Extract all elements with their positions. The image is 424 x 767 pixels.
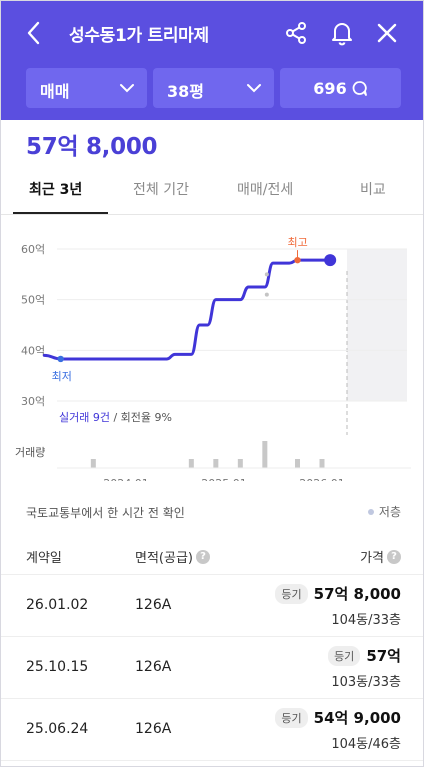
bell-icon[interactable] — [327, 18, 357, 48]
volume-bar — [188, 459, 194, 468]
volume-bar — [262, 441, 268, 468]
page-title: 성수동1가 트리마제 — [69, 26, 209, 46]
area-select[interactable]: 38평 — [153, 68, 274, 108]
period-tabs: 최근 3년 전체 기간 매매/전세 비교 — [1, 161, 423, 215]
row-price: 등기 57억 — [328, 645, 401, 666]
registry-point — [264, 272, 269, 277]
table-row[interactable]: 25.06.24 126A 등기 54억 9,000 104동/46층 — [1, 699, 423, 761]
close-icon[interactable] — [372, 18, 402, 48]
back-icon[interactable] — [19, 18, 49, 48]
col-area-label: 면적(공급) — [135, 551, 193, 566]
tab-compare[interactable]: 비교 — [360, 182, 386, 198]
help-icon[interactable]: ? — [195, 549, 210, 564]
row-price: 등기 57억 8,000 — [275, 583, 401, 604]
x-tick-label: 2025.01 — [201, 477, 247, 481]
y-tick-label: 60억 — [21, 243, 45, 256]
tab-recent-3y[interactable]: 최근 3년 — [29, 182, 83, 198]
floor-legend: 저층 — [367, 503, 401, 520]
current-price: 57억 8,000 — [26, 134, 158, 160]
help-icon[interactable]: ? — [387, 549, 401, 564]
y-tick-label: 40억 — [21, 344, 45, 357]
share-icon[interactable] — [281, 18, 311, 48]
price-chart[interactable]: 60억 50억 40억 30억 2024.01 2025.01 2026.01 최저 최고… — [1, 231, 423, 481]
row-unit-floor: 103동/33층 — [331, 675, 401, 690]
trade-count: 실거래 9건 — [59, 411, 110, 424]
latest-point — [324, 254, 337, 267]
col-date-label: 계약일 — [26, 551, 62, 566]
trade-type-label: 매매 — [40, 82, 70, 101]
registry-badge: 등기 — [328, 645, 361, 666]
x-tick-label: 2024.01 — [103, 477, 149, 481]
y-tick-label: 30억 — [21, 395, 45, 408]
row-date: 25.10.15 — [26, 659, 89, 675]
registry-badge: 등기 — [275, 583, 308, 604]
volume-bar — [213, 459, 219, 468]
area-label: 38평 — [167, 82, 204, 101]
high-label: 최고 — [288, 236, 308, 249]
table-row[interactable]: 26.01.02 126A 등기 57억 8,000 104동/33층 — [1, 575, 423, 637]
volume-label: 거래량 — [15, 446, 45, 459]
y-tick-label: 50억 — [21, 294, 45, 307]
trade-type-select[interactable]: 매매 — [26, 68, 147, 108]
volume-bar — [295, 459, 300, 468]
forecast-area — [347, 249, 407, 401]
row-date: 26.01.02 — [26, 597, 89, 613]
comment-count: 696 — [313, 78, 347, 98]
col-price-label: 가격 — [360, 551, 384, 566]
row-date: 25.06.24 — [26, 721, 89, 737]
volume-bar — [237, 459, 243, 468]
registry-point — [264, 292, 269, 297]
data-source-note: 국토교통부에서 한 시간 전 확인 — [26, 506, 185, 520]
comments-button[interactable]: 696 — [280, 68, 401, 108]
volume-bar — [319, 459, 325, 468]
chevron-down-icon — [247, 84, 261, 93]
low-label: 최저 — [52, 370, 72, 383]
row-unit-floor: 104동/46층 — [331, 737, 401, 752]
x-tick-label: 2026.01 — [299, 477, 345, 481]
row-price-value: 57억 — [366, 647, 401, 665]
row-price: 등기 54억 9,000 — [275, 707, 401, 728]
col-area: 면적(공급) ? — [135, 547, 210, 566]
turnover-rate: / 회전율 9% — [110, 411, 172, 424]
row-area: 126A — [135, 597, 172, 613]
low-point — [57, 355, 64, 363]
row-price-value: 57억 8,000 — [313, 585, 401, 603]
table-row[interactable]: 25.10.15 126A 등기 57억 103동/33층 — [1, 637, 423, 699]
row-area: 126A — [135, 721, 172, 737]
row-price-value: 54억 9,000 — [313, 709, 401, 727]
high-point — [294, 256, 301, 264]
volume-bar — [90, 459, 96, 468]
row-unit-floor: 104동/33층 — [331, 613, 401, 628]
price-line — [42, 258, 332, 361]
trade-stats: 실거래 9건 / 회전율 9% — [59, 411, 172, 424]
table-header: 계약일 면적(공급) ? 가격 ? — [1, 537, 423, 575]
floor-legend-label: 저층 — [378, 505, 401, 519]
comment-icon — [352, 80, 367, 96]
col-price: 가격 ? — [360, 547, 401, 566]
chevron-down-icon — [120, 84, 134, 93]
active-tab-indicator — [13, 212, 108, 214]
col-date: 계약일 — [26, 547, 62, 566]
registry-badge: 등기 — [275, 707, 308, 728]
row-area: 126A — [135, 659, 172, 675]
header-top-row: 성수동1가 트리마제 — [1, 1, 423, 65]
tab-all-period[interactable]: 전체 기간 — [133, 182, 189, 198]
header: 성수동1가 트리마제 — [1, 1, 423, 120]
tab-sale-jeonse[interactable]: 매매/전세 — [237, 182, 294, 198]
low-floor-dot-icon — [367, 508, 374, 515]
